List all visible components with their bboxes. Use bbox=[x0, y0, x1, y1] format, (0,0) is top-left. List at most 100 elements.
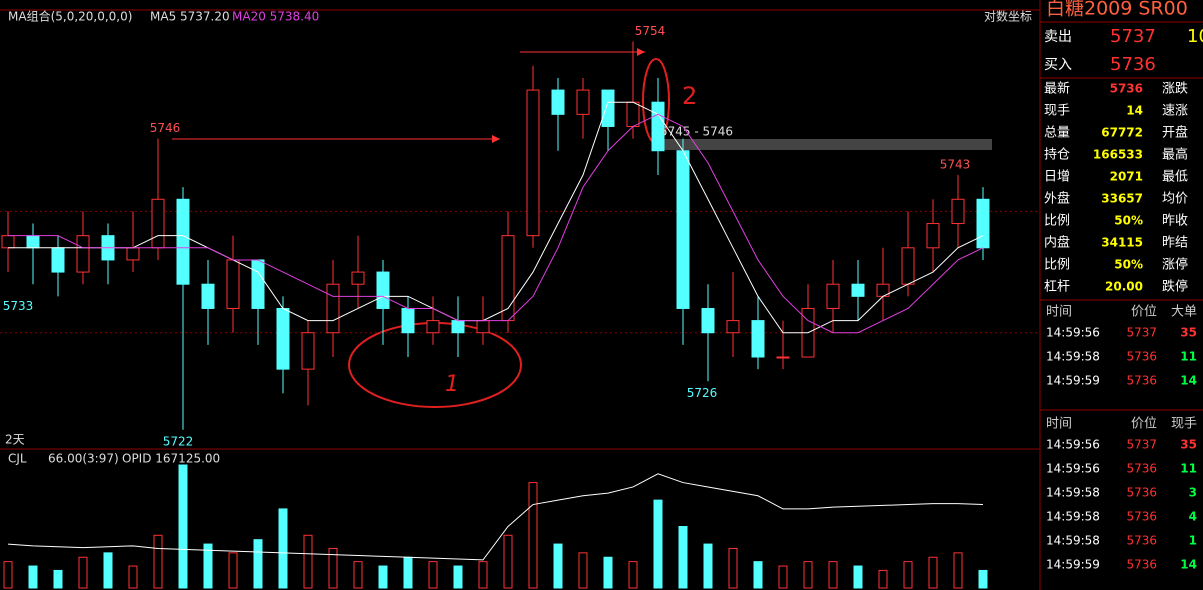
panel-text: 均价 bbox=[1162, 192, 1188, 207]
panel-text: 卖出 bbox=[1044, 29, 1072, 45]
panel-text: 4 bbox=[1189, 510, 1197, 524]
volume-bar bbox=[828, 561, 838, 589]
panel-text: 14 bbox=[1180, 558, 1197, 572]
panel-text: 14:59:58 bbox=[1046, 486, 1100, 500]
volume-bar bbox=[678, 526, 688, 589]
volume-bar bbox=[578, 552, 588, 589]
panel-text: 35 bbox=[1180, 326, 1197, 340]
panel-text: 速涨 bbox=[1162, 104, 1188, 119]
indicator: MA组合(5,0,20,0,0,0) bbox=[8, 9, 132, 24]
panel-text: 5736 bbox=[1126, 558, 1157, 572]
hand-mark: 2 bbox=[682, 82, 697, 110]
volume-bar bbox=[253, 539, 263, 589]
candle-body bbox=[351, 271, 365, 285]
price-label: 5722 bbox=[163, 434, 194, 448]
panel-text: 20.00 bbox=[1105, 280, 1143, 294]
volume-bar bbox=[803, 561, 813, 589]
volume-bar bbox=[703, 543, 713, 589]
volume-bar bbox=[853, 565, 863, 589]
panel-text: 总量 bbox=[1044, 126, 1070, 141]
volume-bar bbox=[328, 547, 338, 589]
panel-text: 昨结 bbox=[1162, 236, 1188, 251]
open-interest-line bbox=[7, 473, 984, 561]
volume-bar bbox=[103, 552, 113, 589]
volume-bar bbox=[728, 547, 738, 589]
volume-label: CJL bbox=[8, 452, 27, 466]
candle-body bbox=[26, 235, 40, 249]
panel-text: 5736 bbox=[1110, 54, 1156, 75]
panel-text: 最低 bbox=[1162, 170, 1188, 185]
volume-bar bbox=[3, 561, 13, 589]
candle-body bbox=[426, 320, 440, 334]
candle-body bbox=[651, 101, 665, 152]
panel-text: 5736 bbox=[1110, 82, 1143, 96]
volume-bar bbox=[403, 556, 413, 589]
panel-text: 5736 bbox=[1126, 510, 1157, 524]
panel-text: 50% bbox=[1114, 258, 1143, 272]
candle-body bbox=[626, 101, 640, 127]
candle-body bbox=[851, 283, 865, 297]
candle-body bbox=[776, 356, 790, 359]
candle-body bbox=[451, 320, 465, 334]
candle-body bbox=[476, 320, 490, 334]
panel-text: 外盘 bbox=[1044, 191, 1070, 207]
volume-bar bbox=[528, 482, 538, 589]
price-label: 5733 bbox=[3, 299, 34, 313]
log-scale[interactable]: 对数坐标 bbox=[984, 9, 1032, 24]
panel-text: 14:59:59 bbox=[1046, 558, 1100, 572]
volume-bar bbox=[203, 543, 213, 589]
candle-body bbox=[176, 198, 190, 285]
volume-bar bbox=[303, 534, 313, 589]
opid: OPID 167125.00 bbox=[122, 452, 220, 466]
panel-text: 最高 bbox=[1162, 147, 1188, 163]
volume-bar bbox=[28, 565, 38, 589]
panel-text: 开盘 bbox=[1162, 125, 1188, 141]
panel-text: 5736 bbox=[1126, 462, 1157, 476]
volume-bar bbox=[503, 534, 513, 589]
volume-bar bbox=[978, 569, 988, 589]
panel-text: 34115 bbox=[1101, 236, 1143, 250]
panel-text: 1 bbox=[1189, 534, 1197, 548]
panel-text: 5737 bbox=[1110, 26, 1156, 47]
volume-bar bbox=[78, 556, 88, 589]
price-label: 5754 bbox=[635, 24, 666, 38]
period-label: 2天 bbox=[5, 433, 25, 447]
panel-text: 跌停 bbox=[1162, 279, 1188, 295]
candle-body bbox=[826, 283, 840, 309]
panel-text: 白糖2009 SR00 bbox=[1046, 0, 1188, 20]
volume-ratio: 66.00(3:97) bbox=[48, 452, 119, 466]
panel-text: 涨跌 bbox=[1162, 81, 1188, 97]
candle-body bbox=[51, 247, 65, 273]
panel-text: 最新 bbox=[1044, 81, 1070, 97]
panel-text: 14:59:58 bbox=[1046, 510, 1100, 524]
candle-body bbox=[276, 307, 290, 370]
panel-text: 10 bbox=[1187, 26, 1203, 47]
volume-bar bbox=[553, 543, 563, 589]
panel-text: 5736 bbox=[1126, 486, 1157, 500]
candle-body bbox=[326, 283, 340, 334]
candle-body bbox=[951, 198, 965, 225]
panel-text: 3 bbox=[1189, 486, 1197, 500]
candle-body bbox=[726, 320, 740, 334]
candle-body bbox=[1, 235, 15, 249]
volume-bar bbox=[628, 561, 638, 589]
candle-body bbox=[76, 235, 90, 273]
panel-text: 14 bbox=[1126, 104, 1143, 118]
candle-body bbox=[676, 150, 690, 309]
panel-text: 比例 bbox=[1044, 258, 1070, 273]
candle-body bbox=[601, 89, 615, 127]
volume-bar bbox=[903, 561, 913, 589]
volume-bar bbox=[178, 464, 188, 589]
volume-bar bbox=[953, 552, 963, 589]
candle-body bbox=[701, 307, 715, 334]
panel-text: 50% bbox=[1114, 214, 1143, 228]
arrow-head bbox=[637, 48, 645, 56]
candle-body bbox=[551, 89, 565, 115]
ma20-label: MA20 5738.40 bbox=[232, 10, 319, 24]
panel-text: 5736 bbox=[1126, 350, 1157, 364]
price-band bbox=[660, 139, 992, 150]
candle-body bbox=[376, 271, 390, 309]
panel-text: 11 bbox=[1180, 350, 1197, 364]
panel-text: 67772 bbox=[1101, 126, 1143, 140]
